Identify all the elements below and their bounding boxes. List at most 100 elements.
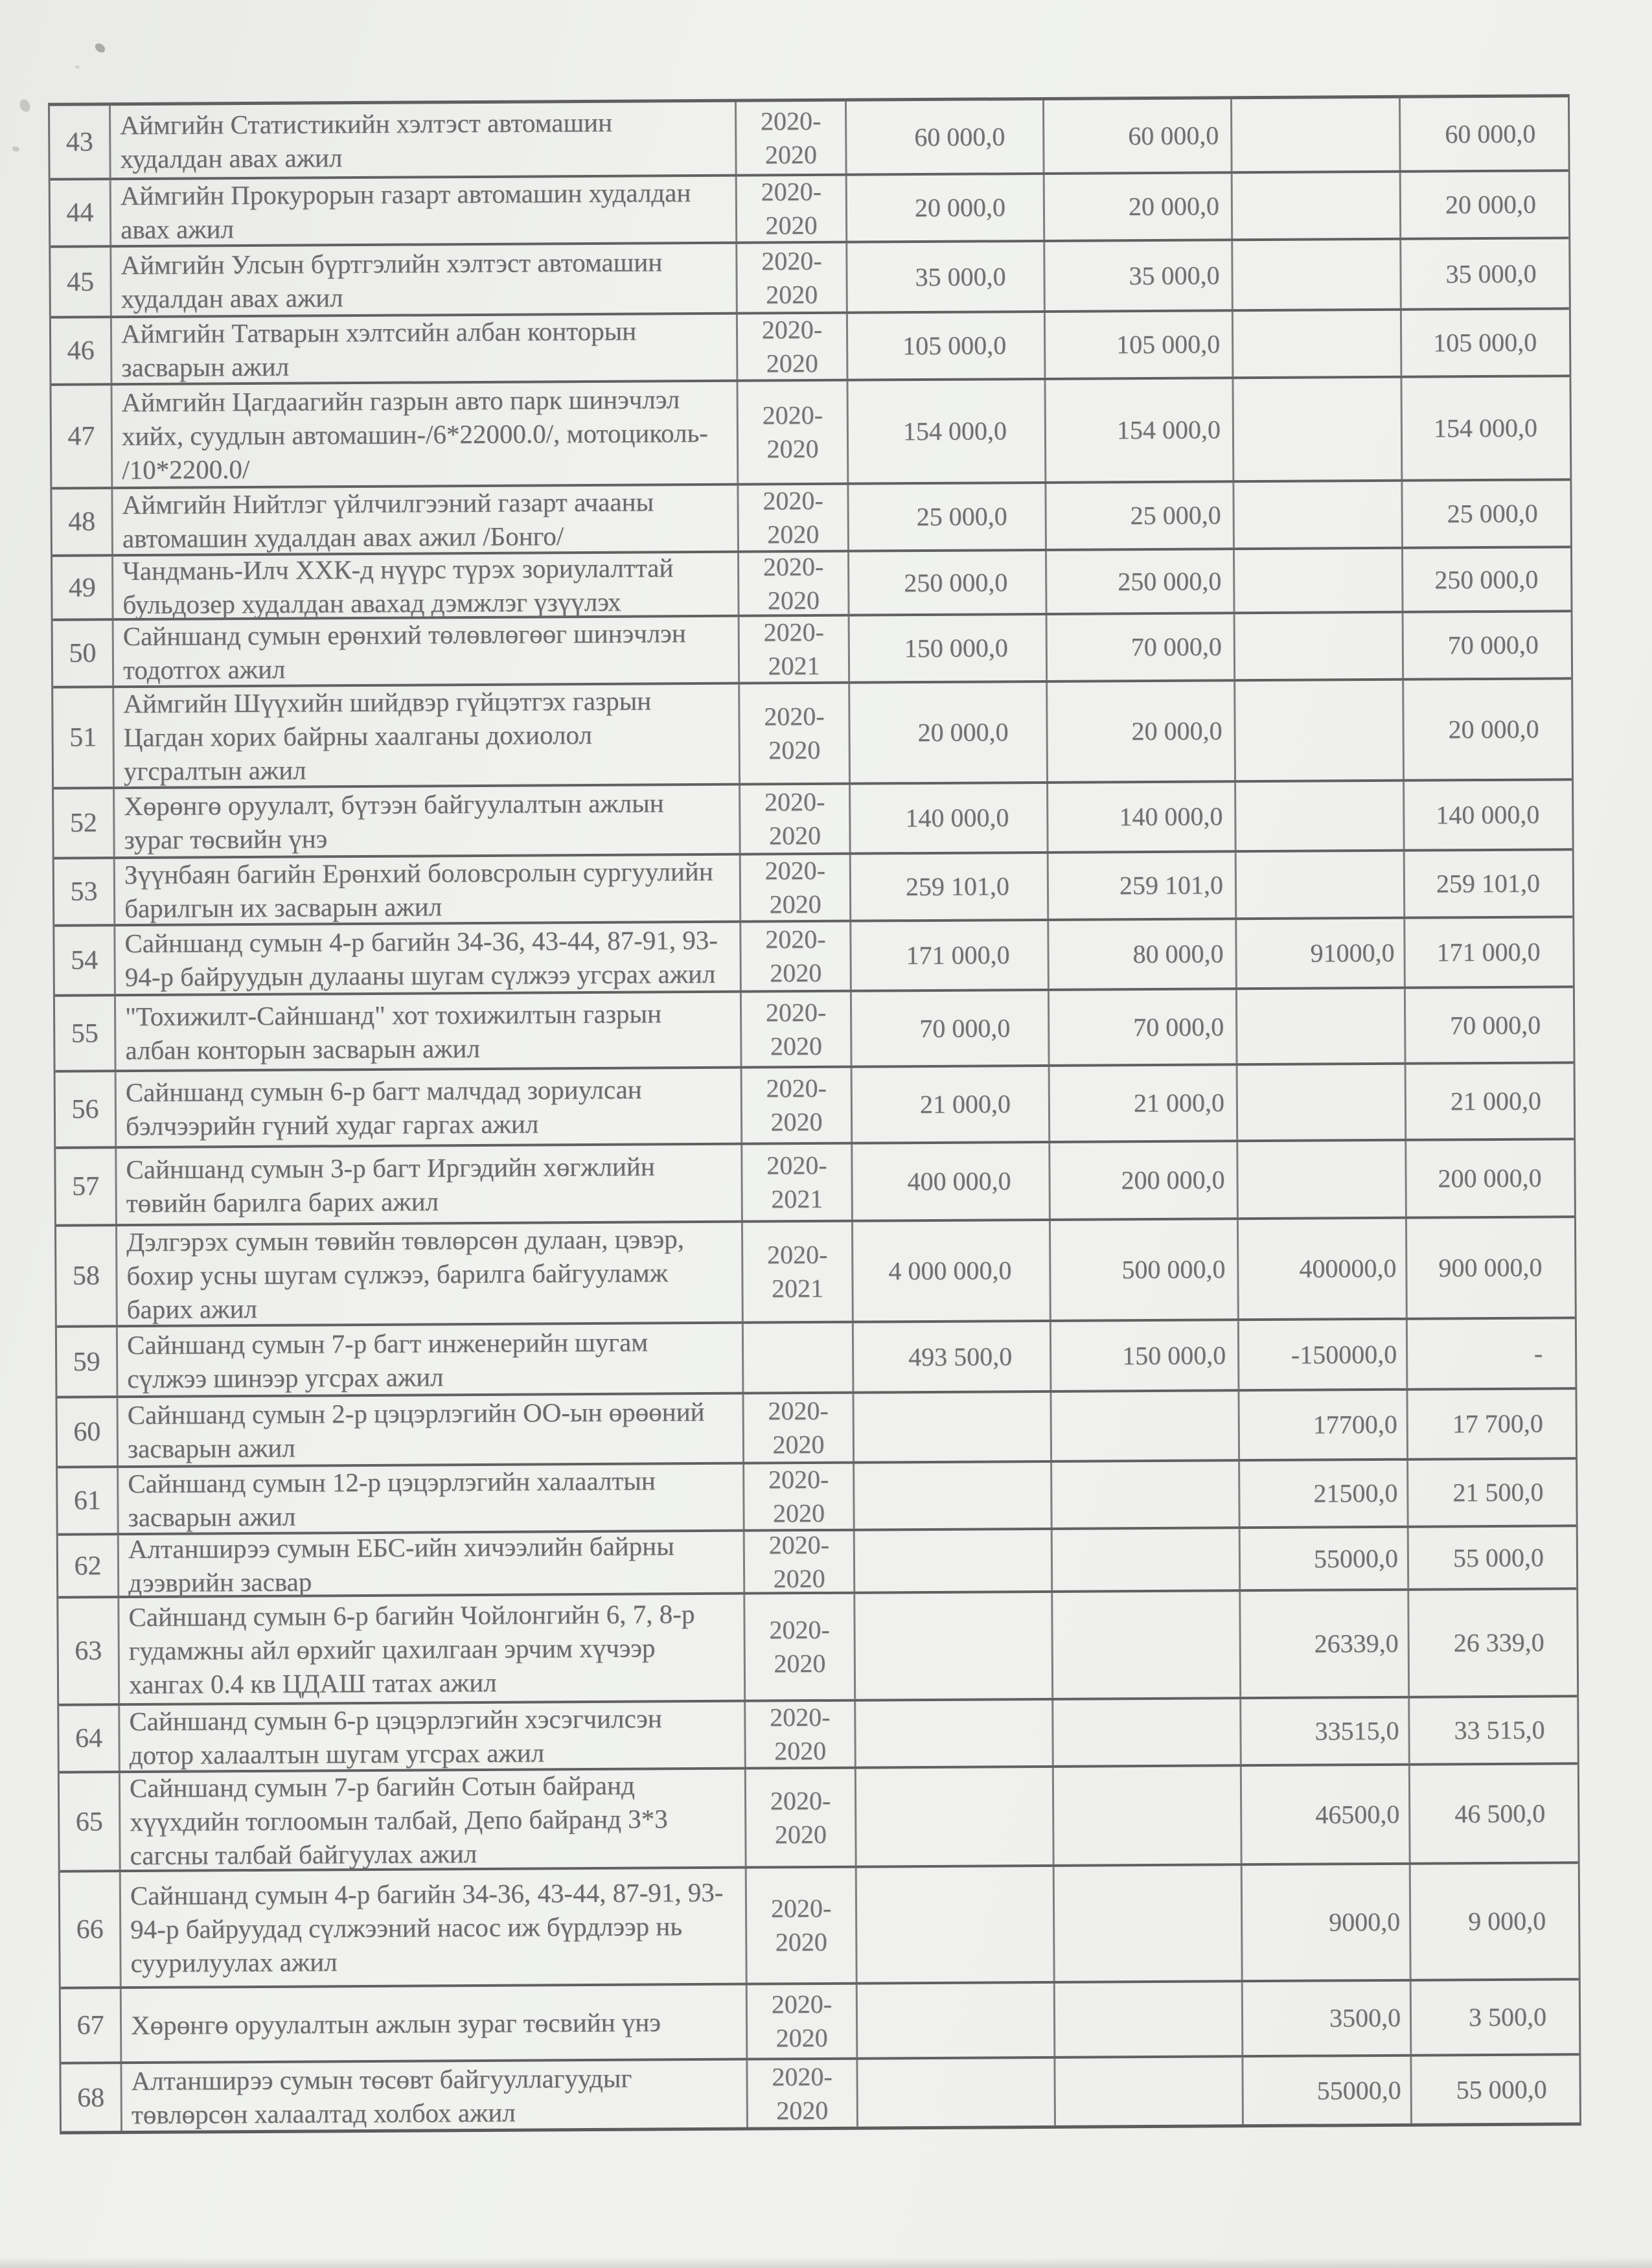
amount-col3-cell xyxy=(1231,240,1400,310)
row-number-cell: 48 xyxy=(68,507,96,537)
project-description-cell: Алтанширээ сумын ЕБС-ийн хичээлийн байрн… xyxy=(117,1531,744,1598)
amount-col1-cell: 35 000,0 xyxy=(845,242,1044,312)
table-row: 57 Сайншанд сумын 3-р багт Иргэдийн хөгж… xyxy=(56,1138,1574,1224)
amount-col3-cell xyxy=(1230,172,1400,239)
amount-col4-cell: 154 000,0 xyxy=(1400,377,1570,479)
project-description-cell: Сайншанд сумын 6-р багт малчдад зориулса… xyxy=(114,1068,741,1147)
table-row: 62 Алтанширээ сумын ЕБС-ийн хичээлийн ба… xyxy=(58,1524,1577,1598)
amount-col2-cell xyxy=(1051,1592,1240,1698)
amount-col4-cell: 171 000,0 xyxy=(1403,918,1573,987)
row-number-cell: 56 xyxy=(71,1094,99,1125)
row-number-cell: 68 xyxy=(77,2082,105,2113)
amount-col2-cell: 80 000,0 xyxy=(1047,920,1235,989)
amount-col2-cell: 20 000,0 xyxy=(1046,682,1235,781)
amount-col2-cell: 35 000,0 xyxy=(1043,241,1232,310)
row-number-cell: 46 xyxy=(67,336,95,366)
amount-col1-cell: 171 000,0 xyxy=(849,921,1048,990)
table-row: 58 Дэлгэрэх сумын төвийн төвлөрсөн дулаа… xyxy=(56,1215,1575,1325)
amount-col1-cell: 25 000,0 xyxy=(847,483,1045,550)
project-description-cell: Сайншанд сумын 2-р цэцэрлэгийн ОО-ын өрө… xyxy=(116,1394,743,1466)
implementation-period-cell: 2020-2020 xyxy=(735,243,846,312)
amount-col3-cell xyxy=(1236,1141,1405,1218)
amount-col1-cell: 70 000,0 xyxy=(849,991,1048,1066)
amount-col4-cell: 55 000,0 xyxy=(1406,1527,1577,1588)
amount-col3-cell: 91000,0 xyxy=(1235,919,1404,988)
amount-col2-cell xyxy=(1051,1767,1241,1864)
amount-col2-cell: 25 000,0 xyxy=(1044,483,1233,549)
amount-col1-cell xyxy=(854,1767,1053,1866)
table-row: 66 Сайншанд сумын 4-р багийн 34-36, 43-4… xyxy=(60,1861,1579,1987)
amount-col1-cell: 493 500,0 xyxy=(851,1322,1050,1392)
amount-col3-cell: 400000,0 xyxy=(1236,1219,1406,1319)
project-description-cell: Аймгийн Улсын бүртгэлийн хэлтэст автомаш… xyxy=(109,244,736,316)
amount-col4-cell: 33 515,0 xyxy=(1408,1697,1577,1763)
amount-col4-cell: 60 000,0 xyxy=(1398,97,1568,170)
amount-col3-cell: 21500,0 xyxy=(1238,1460,1407,1527)
table-row: 67 Хөрөнгө оруулалтын ажлын зураг төсвий… xyxy=(60,1978,1579,2062)
amount-col3-cell xyxy=(1233,613,1403,680)
implementation-period-cell: 2020-2020 xyxy=(735,176,846,242)
project-description-cell: Сайншанд сумын ерөнхий төлөвлөгөөг шинэч… xyxy=(111,617,739,686)
amount-col3-cell: 55000,0 xyxy=(1241,2056,1410,2125)
amount-col2-cell: 105 000,0 xyxy=(1043,312,1232,378)
table-row: 52 Хөрөнгө оруулалт, бүтээн байгуулалтын… xyxy=(54,778,1572,857)
row-number-cell: 60 xyxy=(73,1417,101,1447)
amount-col4-cell: 20 000,0 xyxy=(1399,172,1569,238)
row-number-cell: 51 xyxy=(69,722,97,753)
project-description-cell: Сайншанд сумын 6-р цэцэрлэгийн хэсэгчилс… xyxy=(118,1702,744,1771)
amount-col3-cell xyxy=(1234,851,1404,918)
amount-col2-cell xyxy=(1050,1392,1239,1460)
row-number-cell: 61 xyxy=(73,1485,102,1516)
row-number-cell: 57 xyxy=(71,1171,100,1202)
amount-col3-cell: 3500,0 xyxy=(1241,1981,1410,2056)
amount-col4-cell: 55 000,0 xyxy=(1410,2056,1579,2124)
amount-col2-cell: 200 000,0 xyxy=(1048,1142,1237,1219)
amount-col2-cell xyxy=(1053,2057,1242,2125)
implementation-period-cell: 2020-2020 xyxy=(739,922,850,991)
amount-col4-cell: 250 000,0 xyxy=(1401,548,1571,611)
amount-col2-cell xyxy=(1050,1529,1239,1590)
scan-speck xyxy=(12,145,20,153)
project-description-cell: Сайншанд сумын 7-р багийн Сотын байранд … xyxy=(118,1769,745,1870)
row-number-cell: 58 xyxy=(72,1261,100,1291)
row-number-cell: 65 xyxy=(75,1806,103,1837)
amount-col3-cell: 9000,0 xyxy=(1240,1864,1410,1980)
row-number-cell: 54 xyxy=(70,945,98,976)
project-description-cell: Сайншанд сумын 3-р багт Иргэдийн хөгжлий… xyxy=(115,1145,741,1224)
amount-col1-cell: 154 000,0 xyxy=(846,380,1045,483)
row-number-cell: 44 xyxy=(66,198,94,228)
scan-speck xyxy=(17,97,32,114)
amount-col1-cell xyxy=(855,1866,1053,1982)
amount-col4-cell: 21 500,0 xyxy=(1406,1460,1576,1526)
amount-col3-cell: 17700,0 xyxy=(1237,1390,1407,1460)
implementation-period-cell: 2020-2020 xyxy=(738,683,849,783)
amount-col3-cell xyxy=(1234,781,1403,851)
amount-col1-cell xyxy=(853,1529,1051,1592)
project-description-cell: Алтанширээ сумын төсөвт байгууллагуудыг … xyxy=(120,2060,747,2131)
amount-col1-cell: 140 000,0 xyxy=(849,783,1047,853)
project-description-cell: Аймгийн Цагдаагийн газрын авто парк шинэ… xyxy=(110,382,737,487)
amount-col4-cell: 900 000,0 xyxy=(1405,1218,1575,1318)
implementation-period-cell: 2020-2020 xyxy=(734,101,845,174)
row-number-cell: 59 xyxy=(73,1346,100,1377)
amount-col3-cell xyxy=(1232,378,1401,481)
table-row: 68 Алтанширээ сумын төсөвт байгууллагууд… xyxy=(61,2053,1579,2131)
amount-col4-cell: 9 000,0 xyxy=(1408,1864,1579,1979)
row-number-cell: 49 xyxy=(68,572,96,603)
amount-col1-cell xyxy=(853,1462,1051,1529)
implementation-period-cell: 2020-2021 xyxy=(740,1222,852,1322)
project-description-cell: Хөрөнгө оруулалт, бүтээн байгуулалтын аж… xyxy=(113,785,739,857)
table-row: 43 Аймгийн Статистикийн хэлтэст автомаши… xyxy=(50,97,1568,178)
amount-col4-cell: 17 700,0 xyxy=(1406,1390,1576,1458)
implementation-period-cell: 2020-2020 xyxy=(735,314,847,380)
amount-col1-cell: 400 000,0 xyxy=(851,1143,1049,1220)
row-number-cell: 52 xyxy=(69,808,98,838)
amount-col4-cell: 46 500,0 xyxy=(1408,1765,1578,1862)
amount-col1-cell xyxy=(855,1983,1054,2057)
amount-col3-cell xyxy=(1235,1064,1405,1140)
amount-col3-cell: 26339,0 xyxy=(1239,1590,1408,1697)
amount-col1-cell: 20 000,0 xyxy=(848,682,1047,783)
amount-col4-cell: 200 000,0 xyxy=(1405,1140,1574,1217)
amount-col1-cell xyxy=(854,1700,1052,1767)
amount-col2-cell xyxy=(1052,1866,1241,1981)
